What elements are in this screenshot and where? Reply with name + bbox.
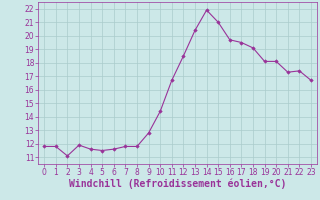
X-axis label: Windchill (Refroidissement éolien,°C): Windchill (Refroidissement éolien,°C) <box>69 179 286 189</box>
